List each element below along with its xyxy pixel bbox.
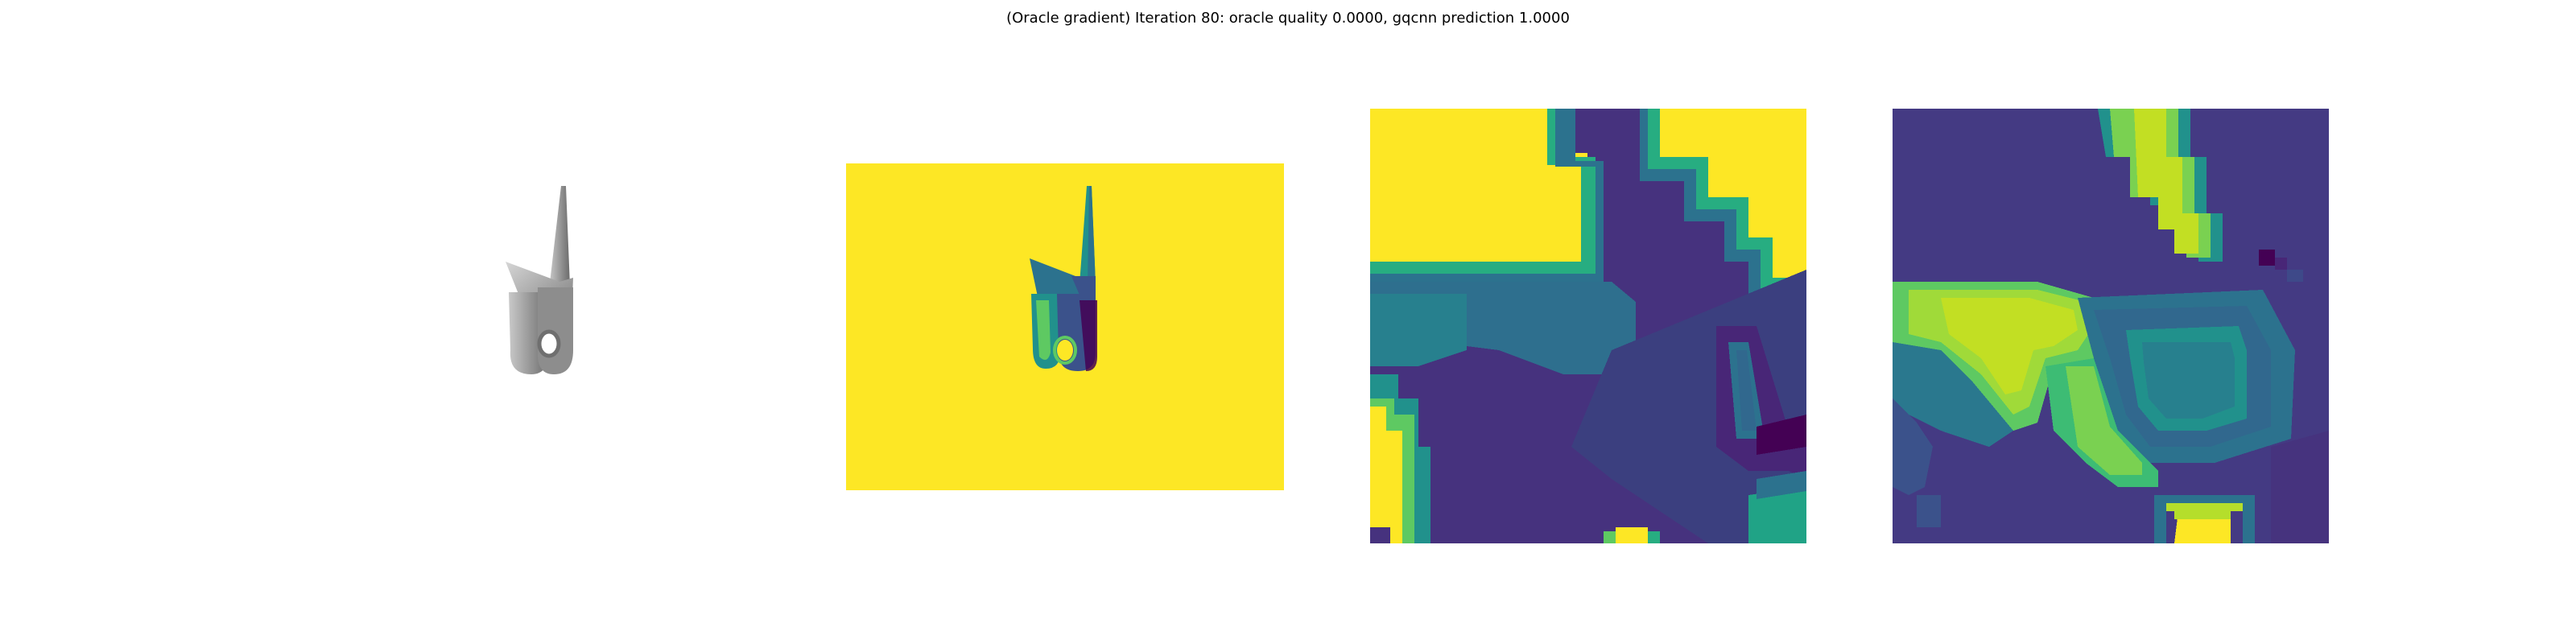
depth-image [846,163,1284,490]
object-hole [539,332,559,356]
rendered-object-panel [338,109,789,543]
depth-crop-image [1370,109,1806,543]
figure-title: (Oracle gradient) Iteration 80: oracle q… [1006,10,1570,27]
rendered-object-image [506,186,573,374]
depth-image-panel [846,163,1284,490]
gradient-crop-image [1893,109,2329,543]
object-spike [549,186,570,290]
gradient-crop-panel [1893,109,2329,543]
depth-crop-panel [1370,109,1806,543]
